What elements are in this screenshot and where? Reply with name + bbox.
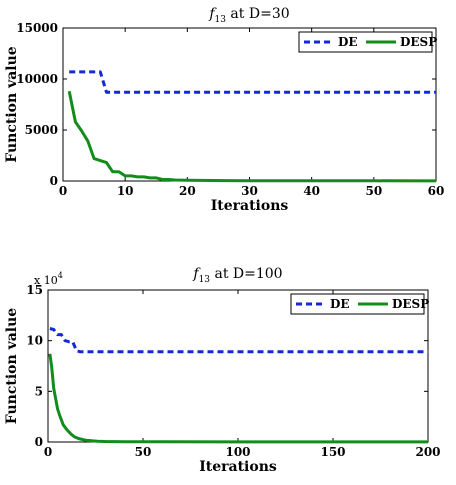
legend: DE DESP bbox=[290, 293, 429, 315]
title-main: f bbox=[192, 266, 201, 282]
title-rest: at D=100 bbox=[210, 266, 283, 282]
legend-label-de: DE bbox=[338, 35, 358, 49]
y-tick-label: 0 bbox=[35, 435, 43, 449]
x-tick-label: 200 bbox=[415, 445, 440, 459]
plot-frame bbox=[47, 289, 429, 443]
chart-title: f13 at D=100 bbox=[192, 266, 282, 285]
series-line-desp bbox=[67, 90, 437, 183]
legend-label-desp: DESP bbox=[400, 35, 437, 49]
x-tick-label: 0 bbox=[44, 445, 52, 459]
x-tick-label: 30 bbox=[241, 184, 258, 198]
series-line-de bbox=[69, 70, 436, 94]
legend-box bbox=[298, 31, 433, 53]
y-tick-label: 15000 bbox=[16, 21, 58, 35]
x-tick-label: 0 bbox=[59, 184, 67, 198]
x-tick-label: 10 bbox=[117, 184, 134, 198]
y-tick-label: 15 bbox=[26, 283, 43, 297]
title-main: f bbox=[208, 6, 217, 22]
x-tick-label: 100 bbox=[225, 445, 250, 459]
series-line-desp bbox=[48, 353, 428, 444]
chart-1: 0 10 20 30 40 50 60 0 5000 10000 15000 DE DESP f13 at… bbox=[4, 6, 444, 214]
chart-title: f13 at D=30 bbox=[208, 6, 289, 25]
x-tick-label: 50 bbox=[365, 184, 382, 198]
title-subscript: 13 bbox=[199, 275, 211, 285]
legend-label-de: DE bbox=[330, 297, 350, 311]
y-tick-label: 0 bbox=[50, 174, 58, 188]
y-tick-label: 10000 bbox=[16, 72, 58, 86]
title-subscript: 13 bbox=[215, 15, 227, 25]
x-tick-label: 40 bbox=[303, 184, 320, 198]
chart-2: 0 50 100 150 200 0 5 10 15x 104 DE DESP f13 at D=10… bbox=[4, 266, 441, 475]
legend: DE DESP bbox=[298, 31, 437, 53]
plot-frame bbox=[62, 27, 437, 182]
legend-box bbox=[290, 293, 425, 315]
y-exponent-label: x 104 bbox=[34, 271, 63, 287]
y-tick-label: 5 bbox=[35, 384, 43, 398]
series-line-de bbox=[49, 327, 428, 354]
y-exponent-power: 4 bbox=[58, 271, 63, 280]
x-axis-label: Iterations bbox=[211, 198, 289, 214]
legend-label-desp: DESP bbox=[392, 297, 429, 311]
y-tick-label: 10 bbox=[26, 334, 43, 348]
x-tick-label: 20 bbox=[179, 184, 196, 198]
title-rest: at D=30 bbox=[226, 6, 290, 22]
x-axis-label: Iterations bbox=[199, 459, 277, 475]
y-axis-label: Function value bbox=[4, 308, 20, 424]
x-tick-label: 150 bbox=[320, 445, 345, 459]
y-tick-label: 5000 bbox=[25, 123, 58, 137]
x-tick-label: 60 bbox=[428, 184, 445, 198]
y-axis-label: Function value bbox=[4, 46, 20, 162]
x-tick-label: 50 bbox=[135, 445, 152, 459]
